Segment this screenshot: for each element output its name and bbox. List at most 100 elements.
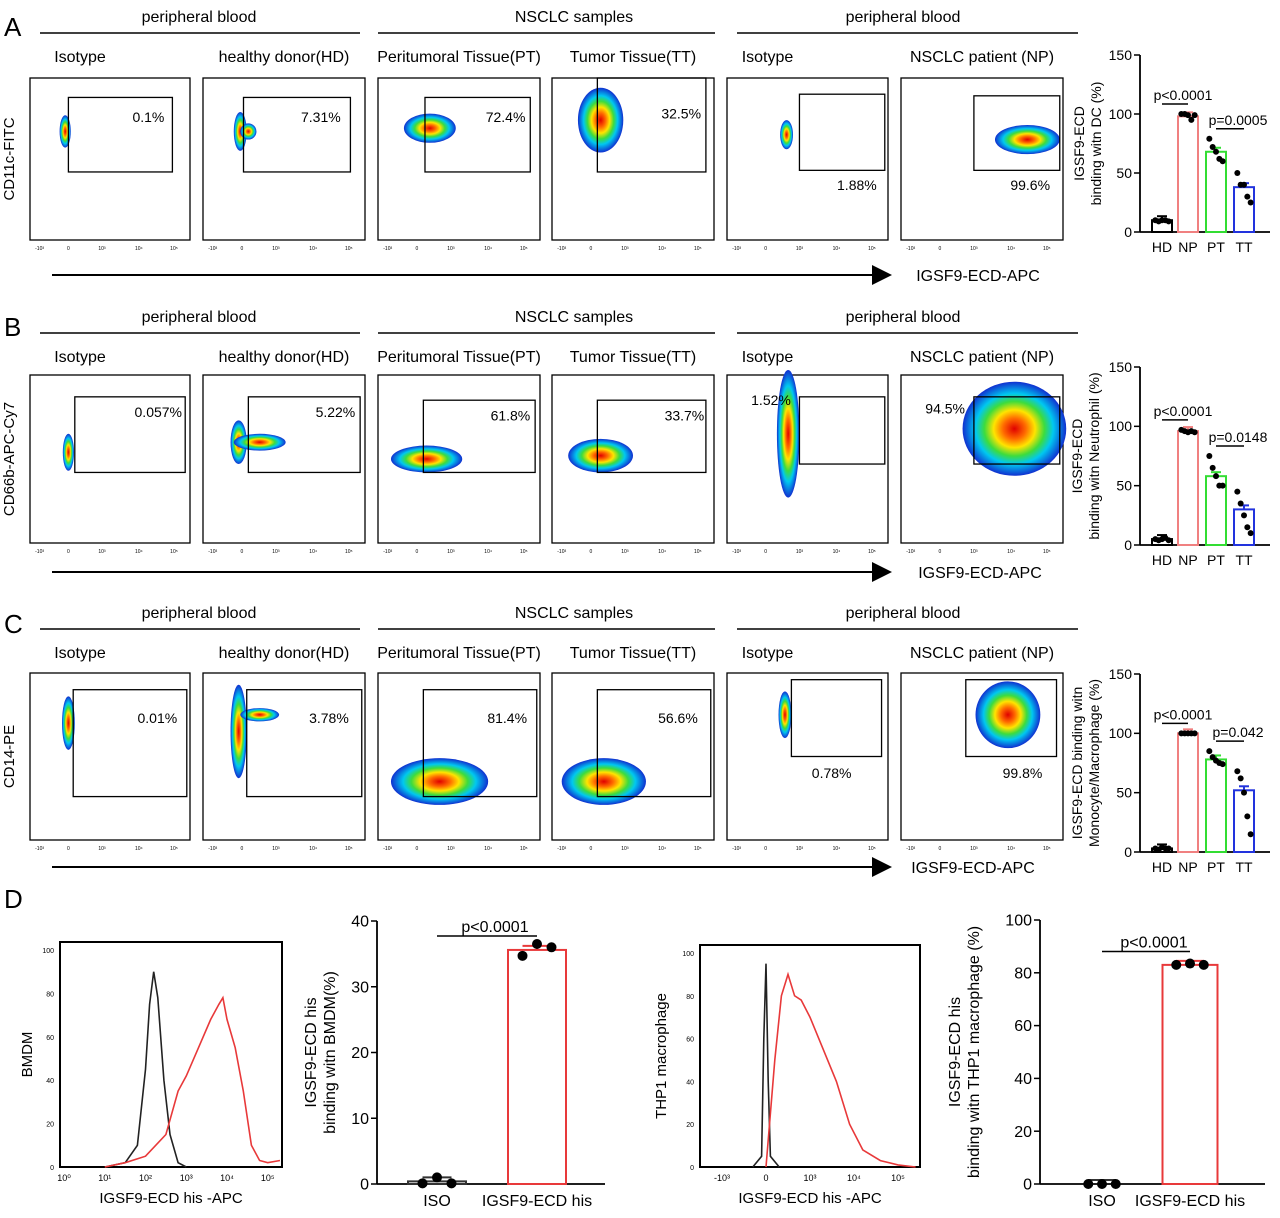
data-point bbox=[1241, 512, 1247, 519]
bar-1 bbox=[1177, 732, 1199, 853]
group-label: NSCLC samples bbox=[515, 605, 633, 622]
y-tick-label: 0 bbox=[1124, 844, 1132, 860]
x-tick-label: PT bbox=[1207, 859, 1225, 875]
gate-percentage: 32.5% bbox=[661, 106, 701, 122]
gate bbox=[242, 96, 352, 173]
x-tick-label: -10³ bbox=[383, 246, 392, 252]
gate-percentage: 0.057% bbox=[135, 404, 182, 420]
y-axis-title: IGSF9-ECD his bbox=[947, 997, 964, 1107]
gate bbox=[422, 689, 538, 798]
data-point bbox=[517, 950, 528, 961]
data-point bbox=[1241, 181, 1247, 188]
y-tick-label: 80 bbox=[1014, 965, 1032, 982]
gate-percentage: 81.4% bbox=[487, 710, 527, 726]
data-point bbox=[1234, 768, 1241, 775]
y-tick-label: 100 bbox=[42, 948, 54, 955]
gate-percentage: 61.8% bbox=[491, 407, 531, 423]
data-point bbox=[546, 942, 557, 953]
y-tick-label: 20 bbox=[1014, 1124, 1032, 1141]
group-label: peripheral blood bbox=[142, 605, 257, 622]
y-tick-label: 150 bbox=[1109, 666, 1133, 682]
x-tick-label: 10³ bbox=[970, 549, 978, 555]
group-label: NSCLC samples bbox=[515, 309, 633, 326]
p-value: p<0.0001 bbox=[1154, 403, 1213, 419]
data-point bbox=[1171, 959, 1182, 970]
x-tick-label: 10³ bbox=[272, 846, 280, 852]
y-axis-title: binding witn BMDM(%) bbox=[322, 971, 339, 1134]
y-axis-label: CD66b-APC-Cy7 bbox=[1, 402, 18, 516]
data-point bbox=[1097, 1179, 1107, 1189]
cell-density-blob bbox=[390, 758, 489, 805]
x-tick-label: 0 bbox=[240, 846, 243, 852]
data-point bbox=[1234, 170, 1241, 176]
data-point bbox=[1206, 748, 1213, 755]
data-point bbox=[1191, 730, 1198, 737]
data-point bbox=[1198, 959, 1209, 970]
bar-1 bbox=[1177, 115, 1199, 233]
y-axis-title: IGSF9-ECD bbox=[1069, 419, 1085, 494]
x-tick-label: 10⁵ bbox=[170, 549, 178, 555]
gate bbox=[596, 77, 707, 173]
data-point bbox=[1237, 775, 1244, 782]
cell-density-blob bbox=[62, 433, 74, 471]
histogram-frame bbox=[699, 944, 921, 1168]
x-tick-label: -10³ bbox=[35, 549, 44, 555]
x-tick-label: -10³ bbox=[557, 246, 566, 252]
data-point bbox=[1083, 1179, 1094, 1189]
x-tick-label: -10³ bbox=[557, 549, 566, 555]
gate bbox=[973, 95, 1061, 171]
data-point bbox=[1209, 464, 1216, 471]
x-axis-label: IGSF9-ECD-APC bbox=[911, 860, 1035, 877]
y-axis-label: CD14-PE bbox=[1, 725, 18, 788]
p-value: p<0.0001 bbox=[461, 919, 528, 936]
x-tick-label: 10⁰ bbox=[57, 1173, 71, 1183]
y-axis-title: BMDM bbox=[19, 1032, 36, 1078]
gate bbox=[72, 689, 188, 798]
gate-percentage: 7.31% bbox=[301, 109, 341, 125]
x-tick-label: ISO bbox=[423, 1193, 451, 1210]
plot-title: Isotype bbox=[742, 349, 794, 366]
x-tick-label: HD bbox=[1152, 859, 1172, 875]
x-tick-label: 10⁴ bbox=[658, 549, 666, 555]
y-tick-label: 0 bbox=[690, 1165, 694, 1172]
x-tick-label: -10³ bbox=[383, 549, 392, 555]
x-tick-label: HD bbox=[1152, 552, 1172, 568]
flow-plot-frame bbox=[29, 672, 191, 841]
x-tick-label: IGSF9-ECD his bbox=[482, 1193, 592, 1210]
gate bbox=[965, 679, 1058, 758]
x-tick-label: 10³ bbox=[180, 1173, 193, 1183]
x-tick-label: 0 bbox=[67, 246, 70, 252]
cell-density-blob bbox=[561, 758, 646, 805]
cell-density-blob bbox=[390, 445, 463, 473]
gate bbox=[424, 96, 531, 173]
x-tick-label: 10⁵ bbox=[520, 246, 528, 252]
cell-density-blob bbox=[233, 433, 286, 451]
data-point bbox=[1165, 845, 1172, 852]
data-point bbox=[1191, 429, 1198, 436]
data-point bbox=[1234, 488, 1241, 495]
data-point bbox=[446, 1178, 457, 1189]
data-point bbox=[1241, 789, 1247, 796]
gate bbox=[798, 93, 886, 171]
gate-percentage: 5.22% bbox=[316, 404, 356, 420]
x-tick-label: 10⁵ bbox=[891, 1173, 905, 1183]
x-tick-label: PT bbox=[1207, 552, 1225, 568]
data-point bbox=[1165, 218, 1172, 225]
gate-percentage: 99.8% bbox=[1003, 765, 1043, 781]
x-tick-label: 0 bbox=[240, 246, 243, 252]
y-axis-title: IGSF9-ECD his bbox=[303, 997, 320, 1107]
cell-density-blob bbox=[994, 124, 1060, 155]
group-label: peripheral blood bbox=[846, 309, 961, 326]
cell-density-blob bbox=[568, 438, 633, 473]
histogram-series-black bbox=[752, 963, 780, 1168]
flow-plot-frame bbox=[202, 374, 366, 544]
gate-percentage: 3.78% bbox=[309, 710, 349, 726]
histogram-series-red bbox=[765, 971, 916, 1168]
x-tick-label: TT bbox=[1235, 239, 1253, 255]
x-tick-label: 0 bbox=[938, 246, 941, 252]
gate-percentage: 1.52% bbox=[751, 392, 791, 408]
data-point bbox=[1188, 116, 1195, 123]
x-tick-label: 10⁵ bbox=[1043, 846, 1051, 852]
cell-density-blob bbox=[776, 369, 800, 498]
plot-title: Peritumoral Tissue(PT) bbox=[377, 349, 541, 366]
